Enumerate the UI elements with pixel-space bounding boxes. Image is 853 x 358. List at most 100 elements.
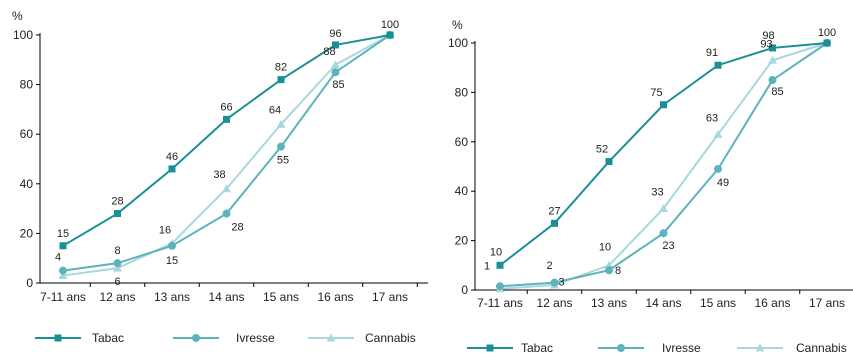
data-label-tabac: 46: [166, 151, 178, 163]
data-point-tabac: [714, 61, 722, 69]
data-point-ivresse: [714, 164, 722, 173]
data-point-cannabis: [276, 119, 286, 128]
legend-label: Tabac: [92, 331, 124, 345]
data-label-ivresse: 4: [55, 252, 61, 264]
legend-label: Ivresse: [236, 331, 275, 345]
data-label-tabac: 27: [548, 205, 560, 217]
data-label-ivresse: 28: [231, 222, 243, 234]
x-tick-label: 14 ans: [645, 296, 681, 310]
x-tick-label: 17 ans: [372, 290, 408, 304]
y-tick-label: 100: [448, 36, 468, 50]
data-point-tabac: [386, 31, 394, 39]
chart-1: % 0 20 40 60 80 100 7-11 ans 12 ans 13 ans 14 ans 1…: [12, 9, 428, 345]
data-point-ivresse: [768, 76, 777, 85]
x-tick-label: 7-11 ans: [40, 290, 86, 304]
data-point-tabac: [496, 261, 504, 269]
data-point-tabac: [551, 219, 558, 227]
data-point-ivresse: [113, 259, 122, 268]
legend-item-cannabis: Cannabis: [737, 341, 847, 355]
y-axis-label: %: [12, 9, 23, 23]
series-line-cannabis: [62, 34, 391, 277]
legend-item-cannabis: Cannabis: [308, 331, 416, 345]
data-point-cannabis: [113, 263, 122, 272]
data-label-tabac: 82: [275, 62, 287, 74]
data-label-cannabis: 33: [651, 186, 663, 198]
data-label-cannabis: 88: [323, 46, 335, 58]
data-label-ivresse: 8: [615, 265, 621, 277]
y-tick-label: 40: [455, 184, 469, 198]
data-point-cannabis: [659, 203, 668, 212]
legend-marker: [326, 333, 336, 342]
data-point-ivresse: [277, 142, 285, 151]
y-tick-label: 100: [13, 28, 33, 42]
legend-marker: [192, 334, 200, 342]
y-tick-label: 20: [20, 226, 34, 240]
y-tick-label: 0: [26, 276, 33, 290]
data-label-ivresse: 3: [558, 277, 564, 289]
data-label-cannabis: 6: [114, 276, 120, 288]
data-label-tabac: 15: [57, 228, 69, 240]
y-tick-label: 80: [20, 78, 34, 92]
data-label-ivresse: 85: [332, 79, 344, 91]
data-point-cannabis: [604, 260, 614, 269]
chart-2: % 0 20 40 60 80 100 7-11 ans 12 ans 13 ans 14 ans 1…: [448, 18, 853, 355]
data-label-tabac: 66: [220, 101, 232, 113]
data-point-cannabis: [331, 60, 340, 69]
data-point-tabac: [223, 115, 230, 123]
data-label-cannabis: 64: [269, 104, 281, 116]
data-point-tabac: [114, 210, 121, 218]
legend-label: Cannabis: [796, 341, 847, 355]
y-tick-label: 60: [20, 127, 34, 141]
data-point-ivresse: [168, 241, 176, 250]
data-point-tabac: [823, 39, 831, 47]
legend-label: Ivresse: [662, 341, 701, 355]
data-point-ivresse: [331, 68, 340, 77]
data-label-tabac: 96: [329, 28, 341, 40]
data-label-ivresse: 15: [166, 255, 178, 267]
y-tick-label: 60: [455, 135, 469, 149]
data-point-ivresse: [496, 282, 504, 291]
x-tick-label: 13 ans: [591, 296, 627, 310]
y-tick-label: 0: [461, 283, 468, 297]
y-axis-label: %: [452, 18, 463, 32]
legend-item-tabac: Tabac: [35, 331, 124, 345]
data-label-tabac: 75: [650, 87, 662, 99]
data-label-ivresse: 23: [662, 240, 674, 252]
legend-item-tabac: Tabac: [467, 341, 553, 355]
data-label-tabac: 10: [490, 246, 502, 258]
data-point-cannabis: [713, 129, 723, 138]
data-point-ivresse: [659, 229, 668, 238]
data-point-tabac: [769, 44, 776, 52]
data-label-tabac: 28: [111, 196, 123, 208]
data-label-ivresse: 49: [717, 177, 729, 189]
series-line-ivresse: [62, 34, 391, 272]
data-label-cannabis: 10: [599, 241, 611, 253]
data-label-ivresse: 85: [771, 86, 783, 98]
data-point-ivresse: [59, 266, 67, 275]
data-label-tabac: 52: [596, 144, 608, 156]
data-label-cannabis: 38: [213, 169, 225, 181]
x-tick-label: 13 ans: [154, 290, 190, 304]
data-label-tabac: 91: [706, 47, 718, 59]
y-tick-label: 80: [455, 85, 469, 99]
legend-item-ivresse: Ivresse: [598, 341, 701, 355]
data-point-tabac: [168, 165, 176, 173]
data-label-cannabis: 16: [159, 224, 171, 236]
legend-marker: [617, 344, 625, 352]
data-label-cannabis: 63: [706, 112, 718, 124]
data-point-tabac: [332, 41, 339, 49]
data-label-ivresse: 1: [484, 260, 490, 272]
data-point-tabac: [605, 158, 613, 166]
data-point-ivresse: [222, 209, 231, 218]
data-point-ivresse: [605, 266, 613, 275]
data-label-cannabis: 93: [760, 38, 772, 50]
data-label-tabac: 100: [818, 27, 836, 39]
data-label-tabac: 100: [381, 19, 399, 31]
x-tick-label: 12 ans: [536, 296, 572, 310]
data-label-ivresse: 55: [277, 155, 289, 167]
data-point-cannabis: [222, 184, 231, 193]
x-tick-label: 16 ans: [754, 296, 790, 310]
legend-item-ivresse: Ivresse: [173, 331, 275, 345]
x-tick-label: 16 ans: [317, 290, 353, 304]
